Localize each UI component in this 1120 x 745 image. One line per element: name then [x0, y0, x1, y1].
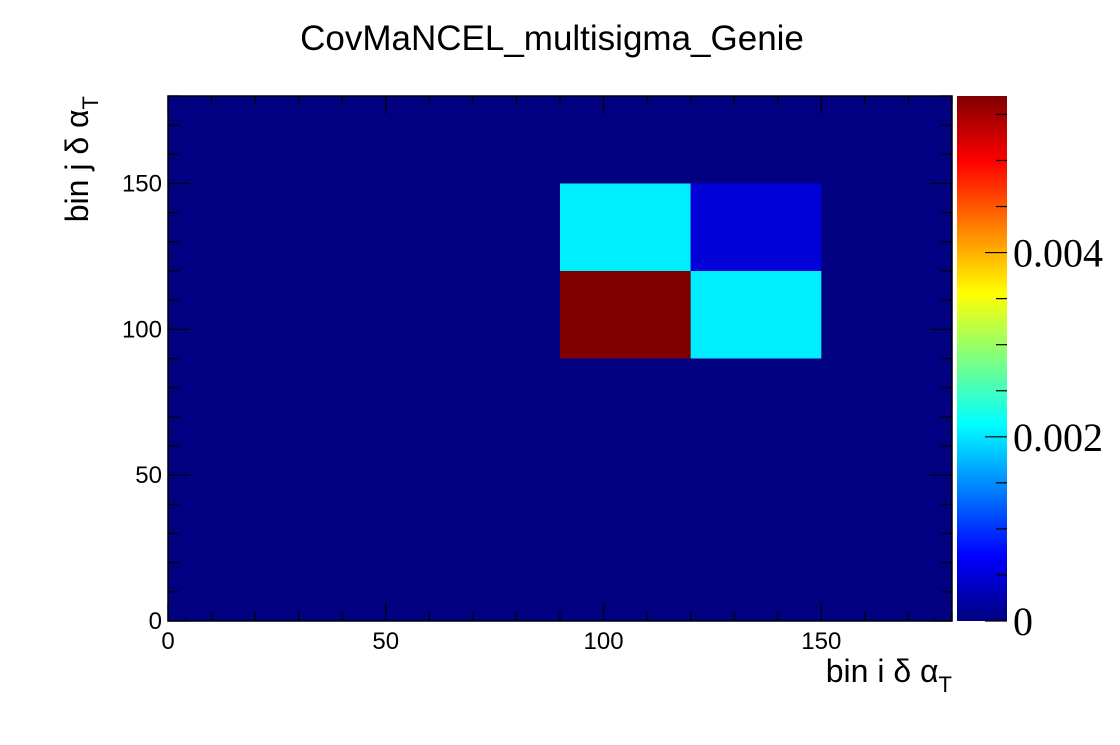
y-axis-ticks: 0 50 100 150: [122, 95, 952, 635]
colorbar-tick-label: 0.004: [1013, 231, 1103, 276]
y-tick-label: 0: [149, 608, 162, 635]
y-tick-label: 50: [135, 462, 162, 489]
x-axis-label-main: bin i δ α: [826, 653, 939, 689]
x-tick-label: 50: [372, 628, 399, 655]
chart-title: CovMaNCEL_multisigma_Genie: [300, 19, 804, 58]
colorbar-ticks: 0 0.002 0.004: [985, 113, 1103, 644]
x-axis-label: bin i δ αT: [826, 653, 952, 697]
colorbar-tick-label: 0: [1013, 599, 1033, 644]
plot-frame: [167, 95, 953, 622]
heatmap-cell: [560, 183, 691, 271]
heatmap-cells: [560, 183, 822, 359]
x-axis-ticks: 0 50 100 150: [161, 96, 953, 655]
y-axis-label-sub: T: [78, 96, 103, 109]
heatmap-cell: [690, 183, 822, 271]
heatmap-cell: [560, 271, 691, 359]
y-axis-label-main: bin j δ α: [59, 109, 95, 222]
y-tick-label: 150: [122, 171, 162, 198]
y-axis-label: bin j δ αT: [59, 96, 103, 222]
x-tick-label: 0: [161, 628, 174, 655]
colorbar: [957, 96, 1007, 621]
x-axis-label-sub: T: [939, 672, 952, 697]
y-tick-label: 100: [122, 316, 162, 343]
heatmap-cell: [690, 271, 822, 359]
x-tick-label: 100: [584, 628, 624, 655]
colorbar-tick-label: 0.002: [1013, 415, 1103, 460]
x-tick-label: 150: [801, 628, 841, 655]
